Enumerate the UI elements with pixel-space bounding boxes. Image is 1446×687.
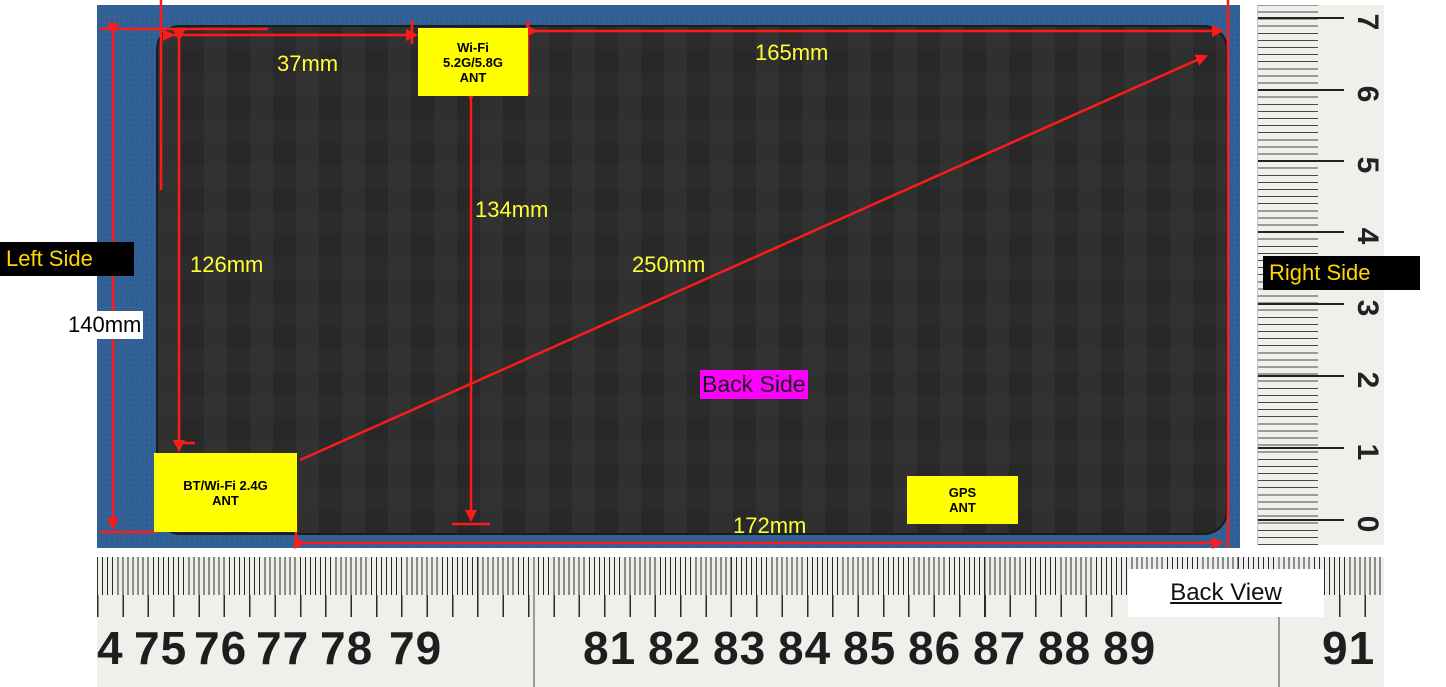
gps-antenna-line-2: ANT [949,500,976,515]
ruler-right-major-tick [1258,447,1344,449]
ruler-bottom-number: 79 [389,622,443,674]
measurement-wifi-offset: 37mm [277,51,339,76]
ruler-right-major-tick [1258,375,1344,377]
left-side-label: Left Side [0,242,134,276]
ruler-bottom-number: 91 [1322,622,1376,674]
bt-wifi-antenna-label: BT/Wi-Fi 2.4G ANT [154,453,297,532]
ruler-bottom-number: 82 [648,622,702,674]
device-pixelated-surface [158,27,1226,533]
bt-antenna-line-2: ANT [212,492,239,508]
diagonal-dimension [299,54,1208,462]
ruler-bottom-number: 81 [583,622,637,674]
ruler-bottom-number: 85 [843,622,897,674]
ruler-bottom-number: 78 [320,622,374,674]
ruler-bottom-number: 84 [778,622,832,674]
back-view-text: Back View [1170,579,1282,606]
ruler-bottom-number: 75 [134,622,188,674]
ruler-bottom-number: 77 [256,622,310,674]
ruler-bottom-number: 87 [973,622,1027,674]
ruler-bottom-number: 88 [1038,622,1092,674]
ruler-right-major-tick [1258,89,1344,91]
ruler-right-major-tick [1258,231,1344,233]
measurement-total-height: 140mm [66,311,144,339]
ruler-bottom-mid-ticks [97,595,1384,617]
back-side-label: Back Side [700,370,808,399]
measurement-diagonal: 250mm [632,252,706,277]
ruler-bottom-number: 89 [1103,622,1157,674]
ruler-right-major-tick [1258,303,1344,305]
ruler-right-major-tick [1258,160,1344,162]
ruler-bottom-number: 4 [97,622,124,674]
wifi-antenna-line-1: Wi-Fi [457,39,489,55]
measurement-bottom-width: 172mm [733,513,807,538]
ruler-bottom-number: 76 [194,622,248,674]
right-side-label: Right Side [1263,256,1420,290]
ruler-right-major-tick [1258,519,1344,521]
gps-antenna-label: GPS ANT [907,476,1018,524]
ruler-joint [533,557,535,687]
ruler-joint [1278,557,1280,687]
ruler-right-major-tick [1258,17,1344,19]
wifi-antenna-line-2: 5.2G/5.8G [443,54,503,70]
ruler-bottom-number: 83 [713,622,767,674]
measurement-inner-height: 134mm [475,197,549,222]
wifi-antenna-label: Wi-Fi 5.2G/5.8G ANT [418,28,528,96]
back-view-caption: Back View [1128,569,1324,617]
measurement-top-width: 165mm [755,40,829,65]
bt-antenna-line-1: BT/Wi-Fi 2.4G [183,477,268,493]
ruler-bottom-number: 86 [908,622,962,674]
wifi-antenna-line-3: ANT [459,69,487,85]
gps-antenna-line-1: GPS [948,485,977,500]
device-back-panel [158,27,1226,533]
measurement-left-height: 126mm [190,252,264,277]
